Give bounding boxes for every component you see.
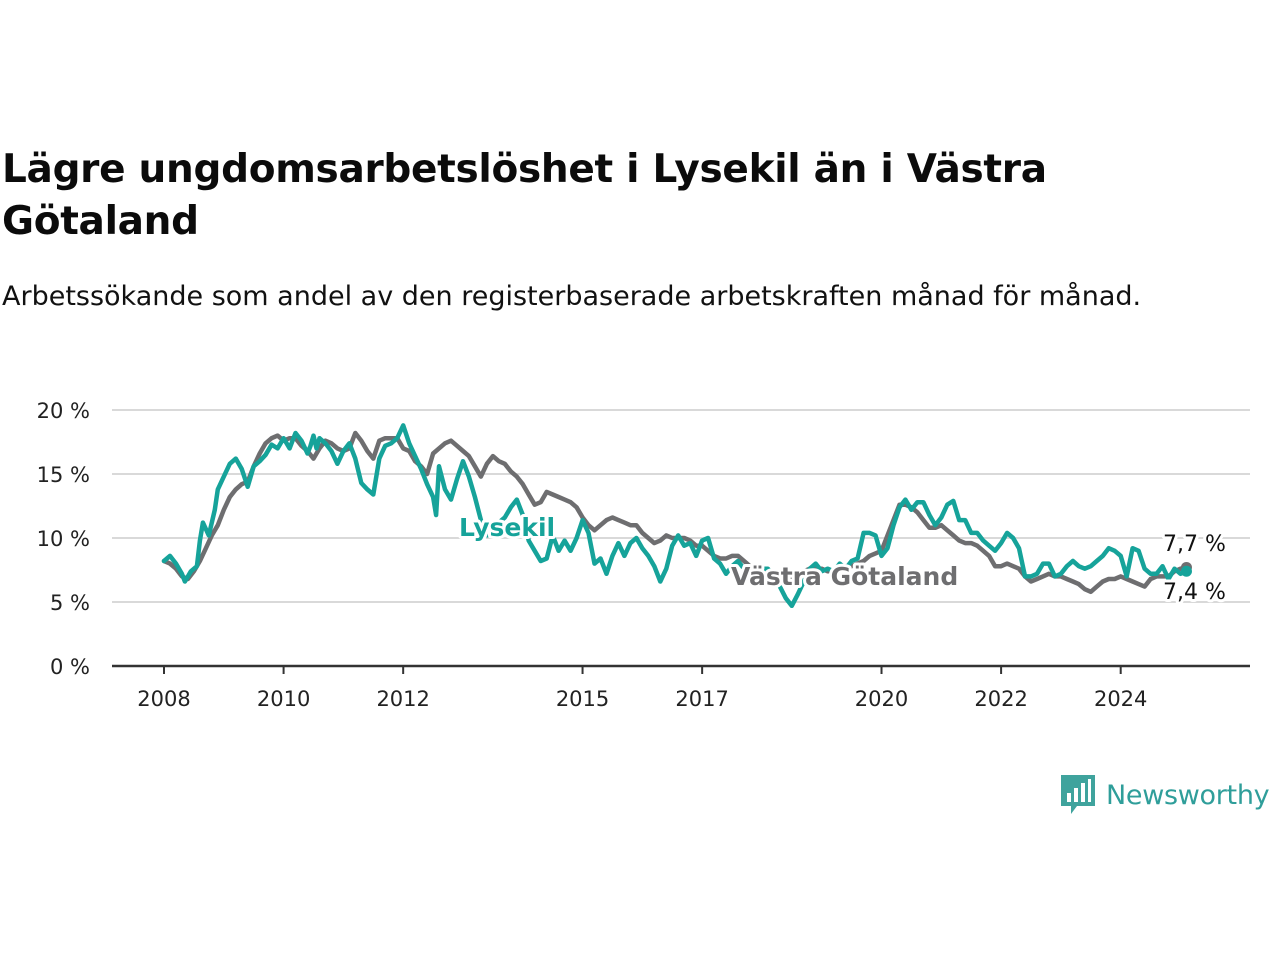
x-tick-label: 2017 (675, 687, 728, 711)
end-label-lysekil-halo: 7,4 % (1163, 580, 1226, 605)
x-tick-label: 2024 (1094, 687, 1147, 711)
y-tick-label: 0 % (50, 655, 90, 679)
end-label-lysekil: 7,4 %7,4 % (1160, 577, 1229, 608)
chart-subtitle: Arbetssökande som andel av den registerb… (2, 281, 1142, 312)
brand-name: Newsworthy (1106, 779, 1270, 811)
x-tick-label: 2020 (855, 687, 908, 711)
series-line-lysekil (161, 423, 1189, 609)
x-tick-label: 2012 (376, 687, 429, 711)
series-label-vastra-gotaland-halo: Västra Götaland (731, 562, 958, 591)
series-line-vastra-gotaland (161, 430, 1189, 595)
newsworthy-logo: Newsworthy (1058, 772, 1270, 818)
y-tick-label: 5 % (50, 591, 90, 615)
end-label-vastra-gotaland: 7,7 %7,7 % (1160, 529, 1229, 560)
x-tick-label: 2010 (257, 687, 310, 711)
series-label-lysekil-text: Lysekil (459, 513, 555, 542)
grid-layer (112, 409, 1250, 668)
series-label-vastra-gotaland-text: Västra Götaland (731, 562, 958, 591)
y-tick-label: 20 % (37, 399, 90, 423)
bar-chart-speech-bubble-icon (1061, 775, 1095, 814)
y-tick-label: 15 % (37, 463, 90, 487)
series-end-point (1180, 565, 1192, 577)
x-tick-label: 2008 (137, 687, 190, 711)
series-layer (161, 423, 1192, 609)
end-label-vastra-gotaland-text: 7,7 % (1163, 532, 1226, 557)
x-axis-ticks: 2008 2010 2012 2015 2017 2020 2022 2024 (137, 666, 1147, 711)
x-tick-label: 2022 (974, 687, 1027, 711)
y-tick-label: 10 % (37, 527, 90, 551)
end-label-vastra-gotaland-halo: 7,7 % (1163, 532, 1226, 557)
y-axis-ticks: 0 % 5 % 10 % 15 % 20 % (37, 399, 90, 679)
end-label-lysekil-text: 7,4 % (1163, 580, 1226, 605)
line-chart: 0 %5 %10 %15 %20 % 2008 2010 2012 2015 2017 2… (37, 399, 1250, 711)
chart-title: Lägre ungdomsarbetslöshet i Lysekil än i… (2, 147, 1047, 244)
x-tick-label: 2015 (556, 687, 609, 711)
series-label-lysekil-halo: Lysekil (459, 513, 555, 542)
